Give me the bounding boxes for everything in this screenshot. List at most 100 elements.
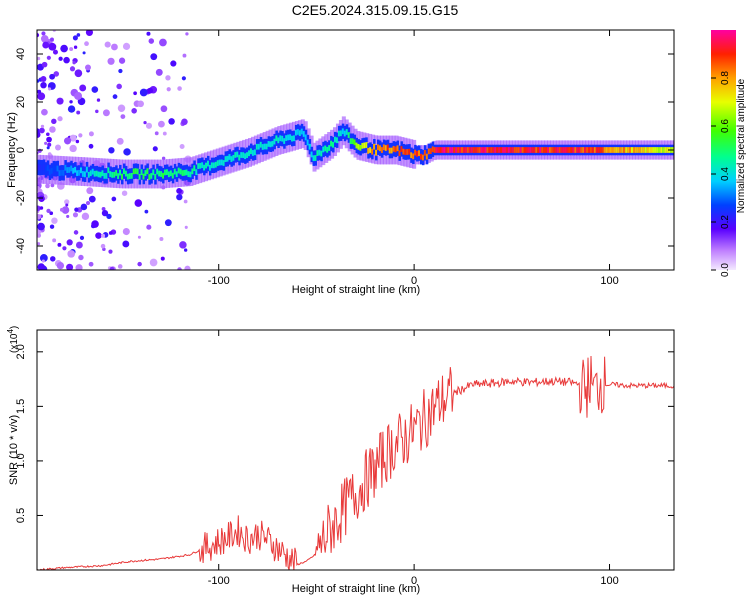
noise-blob xyxy=(37,233,42,238)
y-tick-label: 1.0 xyxy=(15,453,27,468)
ridge-core xyxy=(277,137,280,144)
ridge-core xyxy=(447,147,450,153)
ridge-core xyxy=(332,141,335,148)
noise-blob xyxy=(145,122,152,129)
ridge-core xyxy=(224,156,228,162)
ridge-core xyxy=(259,141,263,148)
snr-plot-area xyxy=(37,355,674,570)
colorbar-tick-label: 0.4 xyxy=(720,167,731,181)
colorbar-ticks: 0.0 0.2 0.4 0.6 0.8 xyxy=(711,71,731,277)
ridge-core xyxy=(525,147,528,153)
ridge-core xyxy=(386,144,390,151)
snr-y-scale-base: (x10 xyxy=(9,333,20,353)
noise-blob xyxy=(37,79,40,83)
noise-blob xyxy=(152,146,158,152)
ridge-core xyxy=(60,169,63,176)
ridge-core xyxy=(478,147,482,153)
ridge-core xyxy=(113,171,116,178)
ridge-core xyxy=(347,132,351,138)
ridge-core xyxy=(490,147,493,153)
ridge-core xyxy=(79,167,83,174)
noise-blob xyxy=(101,209,109,217)
ridge-core xyxy=(369,147,372,153)
noise-blob xyxy=(100,243,106,249)
ridge-core xyxy=(175,171,179,178)
ridge-core xyxy=(384,145,388,151)
ridge-core xyxy=(392,145,396,152)
ridge-core xyxy=(398,150,401,157)
ridge-core xyxy=(275,135,278,142)
ridge-core xyxy=(179,168,183,175)
noise-blob xyxy=(144,209,149,214)
noise-blob xyxy=(40,75,47,82)
noise-blob xyxy=(184,265,191,270)
noise-blob xyxy=(95,109,99,114)
noise-blob xyxy=(37,242,41,246)
noise-blob xyxy=(133,91,137,96)
ridge-core xyxy=(171,172,175,179)
ridge-core xyxy=(345,129,349,135)
noise-blob xyxy=(69,47,74,52)
noise-blob xyxy=(111,43,118,51)
noise-blob xyxy=(37,263,45,270)
ridge-core xyxy=(44,167,48,173)
ridge-core xyxy=(203,164,206,171)
noise-blob xyxy=(39,254,48,262)
noise-blob xyxy=(67,250,76,258)
ridge-core xyxy=(95,170,99,177)
ridge-core xyxy=(373,143,376,150)
ridge-core xyxy=(494,147,497,153)
ridge-core xyxy=(236,151,239,158)
ridge-core xyxy=(576,147,579,153)
noise-blob xyxy=(57,116,63,122)
ridge-core xyxy=(351,138,355,145)
ridge-core xyxy=(287,134,290,141)
ridge-core xyxy=(431,146,435,153)
ridge-core xyxy=(294,129,298,136)
ridge-core xyxy=(148,174,151,180)
noise-blob xyxy=(88,131,94,137)
ridge-core xyxy=(70,165,73,172)
ridge-core xyxy=(177,167,181,174)
ridge-core xyxy=(248,150,251,157)
ridge-core xyxy=(601,147,605,153)
ridge-core xyxy=(459,147,462,153)
ridge-core xyxy=(605,147,609,153)
ridge-core xyxy=(199,162,202,169)
noise-blob xyxy=(50,256,56,262)
snr-frame xyxy=(36,329,675,571)
ridge-core xyxy=(54,165,58,172)
ridge-core xyxy=(488,147,491,153)
ridge-core xyxy=(339,130,343,137)
ridge-core xyxy=(183,169,187,176)
ridge-core xyxy=(410,152,413,159)
ridge-core xyxy=(451,147,454,153)
ridge-core xyxy=(265,143,269,150)
noise-blob xyxy=(79,84,87,92)
ridge-core xyxy=(138,173,142,180)
ridge-core xyxy=(304,134,308,141)
noise-blob xyxy=(154,131,159,136)
noise-blob xyxy=(137,261,142,267)
ridge-core xyxy=(142,173,146,180)
ridge-core xyxy=(337,130,341,137)
ridge-core xyxy=(462,147,466,153)
y-tick-label: 20 xyxy=(15,96,27,108)
noise-blob xyxy=(66,263,74,270)
noise-blob xyxy=(146,31,151,36)
noise-blob xyxy=(69,66,76,72)
ridge-core xyxy=(214,161,218,168)
ridge-core xyxy=(38,164,42,171)
noise-blob xyxy=(155,68,163,76)
ridge-core xyxy=(636,147,640,153)
noise-blob xyxy=(158,120,165,128)
ridge-core xyxy=(638,147,642,153)
noise-blob xyxy=(74,69,83,78)
ridge-core xyxy=(66,167,69,173)
noise-blob xyxy=(96,98,101,102)
ridge-core xyxy=(480,147,484,153)
noise-blob xyxy=(63,137,72,145)
ridge-core xyxy=(408,148,411,155)
noise-blob xyxy=(182,53,187,58)
ridge-core xyxy=(615,147,618,153)
